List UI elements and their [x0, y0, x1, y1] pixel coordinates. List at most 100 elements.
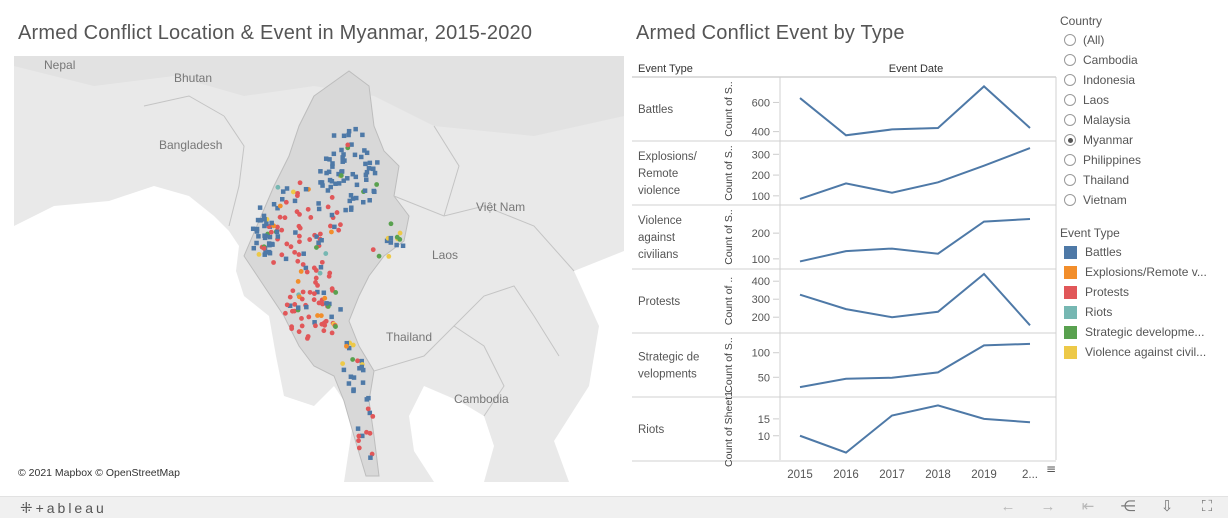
event-point[interactable] [369, 451, 375, 457]
download-icon[interactable]: ⇩ [1160, 498, 1174, 515]
map-attribution[interactable]: © 2021 Mapbox © OpenStreetMap [18, 467, 180, 479]
event-type-legend-item[interactable]: Strategic developme... [1060, 322, 1228, 342]
radio-button-icon[interactable] [1064, 134, 1076, 146]
event-point[interactable] [360, 380, 366, 385]
country-option[interactable]: Laos [1060, 90, 1228, 110]
country-option[interactable]: Myanmar [1060, 130, 1228, 150]
event-point[interactable] [262, 252, 267, 257]
event-point[interactable] [341, 367, 347, 373]
event-point[interactable] [341, 178, 346, 183]
event-point[interactable] [397, 230, 403, 236]
event-point[interactable] [367, 410, 373, 416]
event-point[interactable] [303, 186, 309, 192]
sort-icon[interactable]: ≡ [1046, 462, 1056, 476]
event-point[interactable] [297, 233, 302, 239]
event-point[interactable] [295, 279, 301, 284]
event-point[interactable] [352, 152, 358, 158]
event-point[interactable] [293, 230, 298, 235]
event-point[interactable] [384, 238, 390, 244]
event-point[interactable] [328, 184, 333, 190]
event-point[interactable] [275, 184, 281, 190]
event-point[interactable] [297, 211, 302, 217]
event-point[interactable] [364, 397, 370, 402]
event-point[interactable] [307, 237, 313, 242]
event-point[interactable] [356, 433, 362, 439]
chart-row[interactable]: Riots Count of Sheet1 10 15 [632, 391, 1056, 467]
event-point[interactable] [333, 324, 338, 329]
event-point[interactable] [289, 324, 295, 330]
event-type-legend-item[interactable]: Protests [1060, 282, 1228, 302]
event-point[interactable] [331, 133, 337, 138]
redo-icon[interactable]: → [1040, 498, 1056, 515]
event-point[interactable] [271, 201, 277, 207]
chart-row[interactable]: Violence against civilians Count of S.. 100 2… [632, 209, 1056, 270]
event-point[interactable] [284, 186, 290, 191]
event-point[interactable] [299, 316, 304, 321]
event-point[interactable] [296, 329, 302, 335]
event-point[interactable] [400, 243, 406, 249]
event-point[interactable] [355, 426, 361, 431]
series-line[interactable] [799, 272, 1031, 326]
event-point[interactable] [321, 290, 327, 295]
country-option[interactable]: (All) [1060, 30, 1228, 50]
event-point[interactable] [366, 166, 372, 171]
event-point[interactable] [251, 245, 257, 251]
event-point[interactable] [363, 172, 369, 178]
event-point[interactable] [364, 177, 369, 182]
event-point[interactable] [367, 198, 372, 203]
country-option[interactable]: Indonesia [1060, 70, 1228, 90]
event-point[interactable] [386, 253, 392, 259]
event-point[interactable] [277, 214, 283, 220]
event-point[interactable] [301, 251, 306, 256]
event-point[interactable] [394, 242, 399, 248]
event-point[interactable] [332, 224, 337, 230]
event-point[interactable] [370, 413, 376, 419]
event-point[interactable] [262, 216, 267, 222]
event-point[interactable] [388, 221, 394, 227]
series-line[interactable] [799, 147, 1031, 200]
event-point[interactable] [319, 259, 325, 265]
event-point[interactable] [329, 229, 334, 235]
event-point[interactable] [314, 234, 319, 239]
event-point[interactable] [266, 249, 272, 255]
event-point[interactable] [371, 166, 376, 172]
event-point[interactable] [350, 171, 356, 177]
event-point[interactable] [262, 223, 267, 229]
event-point[interactable] [356, 438, 361, 444]
event-point[interactable] [256, 234, 261, 239]
event-point[interactable] [327, 157, 332, 162]
event-point[interactable] [313, 268, 319, 273]
event-point[interactable] [254, 229, 260, 234]
event-point[interactable] [316, 201, 321, 206]
event-point[interactable] [303, 265, 309, 271]
event-point[interactable] [284, 302, 290, 308]
event-point[interactable] [279, 227, 285, 233]
share-icon[interactable]: ⋲ [1120, 498, 1136, 515]
event-point[interactable] [331, 151, 337, 157]
event-point[interactable] [349, 142, 354, 147]
event-point[interactable] [340, 155, 345, 160]
event-point[interactable] [363, 161, 368, 167]
event-point[interactable] [269, 220, 274, 226]
event-point[interactable] [364, 150, 370, 156]
event-point[interactable] [323, 251, 329, 256]
radio-button-icon[interactable] [1064, 174, 1076, 186]
event-point[interactable] [277, 203, 283, 209]
event-point[interactable] [329, 178, 335, 184]
event-point[interactable] [318, 313, 324, 319]
event-point[interactable] [282, 310, 288, 316]
event-type-legend-item[interactable]: Riots [1060, 302, 1228, 322]
event-point[interactable] [257, 205, 263, 210]
event-point[interactable] [288, 244, 294, 250]
event-point[interactable] [267, 242, 272, 248]
chart-row[interactable]: Battles Count of S.. 400 600 [632, 81, 1056, 142]
event-point[interactable] [317, 270, 323, 276]
event-point[interactable] [359, 364, 364, 370]
event-point[interactable] [330, 161, 335, 166]
radio-button-icon[interactable] [1064, 74, 1076, 86]
event-point[interactable] [346, 132, 351, 138]
event-point[interactable] [327, 301, 332, 307]
event-point[interactable] [330, 164, 335, 169]
event-point[interactable] [329, 212, 335, 218]
event-point[interactable] [355, 358, 360, 364]
